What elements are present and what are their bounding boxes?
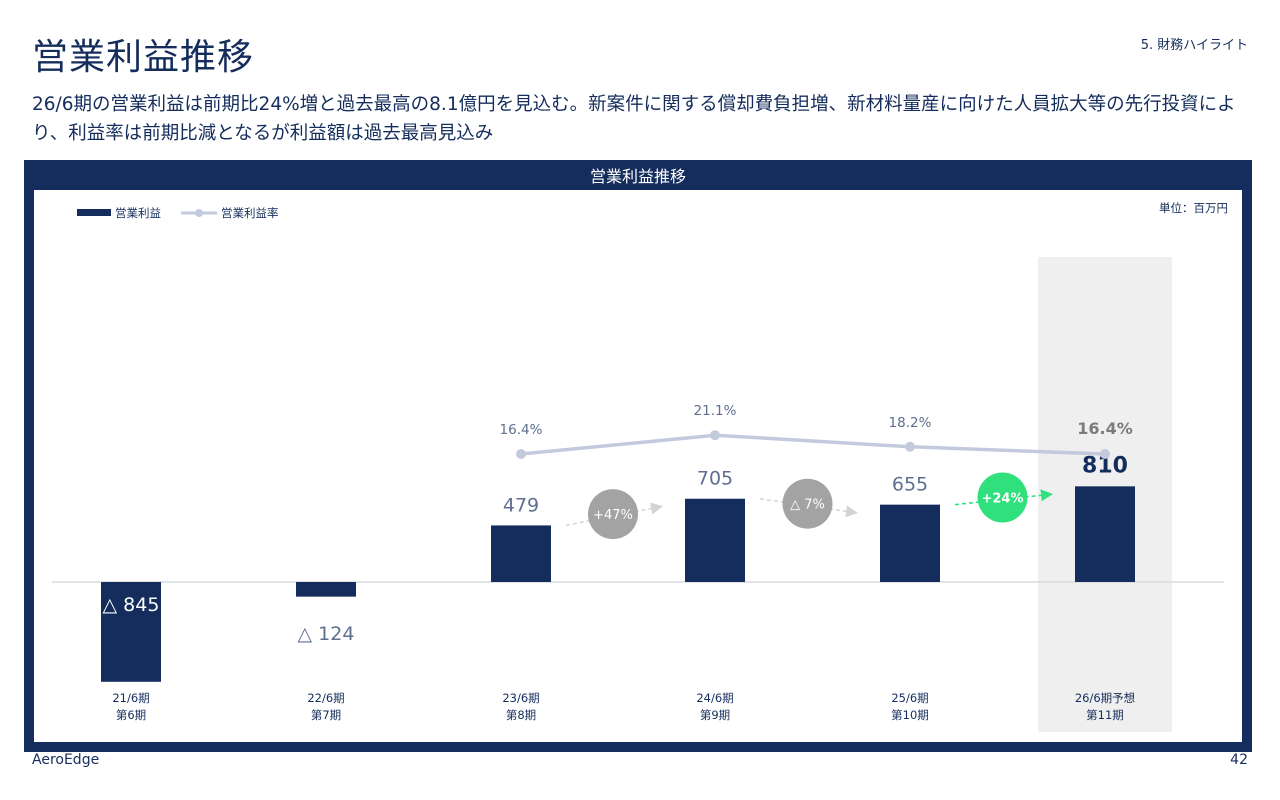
- legend-line-marker: [195, 209, 203, 217]
- category-label: 24/6期: [696, 691, 733, 705]
- bar-value-label: 479: [503, 494, 539, 516]
- margin-point: [1100, 449, 1110, 459]
- summary-text: 26/6期の営業利益は前期比24%増と過去最高の8.1億円を見込む。新案件に関す…: [32, 94, 1236, 144]
- growth-label: +47%: [593, 508, 633, 523]
- category-label: 23/6期: [502, 691, 539, 705]
- growth-bubble: [782, 478, 833, 529]
- legend-label: 営業利益: [115, 206, 161, 220]
- category-sublabel: 第8期: [506, 708, 536, 722]
- margin-label: 16.4%: [500, 422, 543, 438]
- page-number: 42: [1230, 752, 1248, 768]
- bar: [880, 504, 940, 582]
- category-sublabel: 第6期: [116, 708, 146, 722]
- category-label: 25/6期: [891, 691, 928, 705]
- bar-value-label: 655: [892, 474, 928, 496]
- bar: [101, 582, 161, 682]
- bar-value-label: △ 845: [103, 594, 160, 616]
- category-sublabel: 第10期: [891, 708, 929, 722]
- bar: [296, 582, 356, 597]
- unit-label: 単位：百万円: [1159, 201, 1228, 215]
- chart-panel: 営業利益推移 営業利益 営業利益率 単位：百万円 △ 845 △ 124 479 705 65…: [24, 160, 1252, 752]
- category-label: 21/6期: [112, 691, 149, 705]
- bar: [1075, 486, 1135, 582]
- growth-label: +24%: [981, 491, 1023, 506]
- margin-label: 18.2%: [889, 415, 932, 431]
- bar-value-label: 705: [697, 468, 733, 490]
- section-label: 5. 財務ハイライト: [1140, 38, 1248, 53]
- category-sublabel: 第9期: [700, 708, 730, 722]
- margin-point: [710, 430, 720, 441]
- margin-label: 16.4%: [1077, 419, 1133, 438]
- chart-area: 営業利益 営業利益率 単位：百万円 △ 845 △ 124 479 705 655 810 16.…: [34, 190, 1242, 742]
- category-sublabel: 第7期: [311, 708, 341, 722]
- company-name: AeroEdge: [32, 752, 100, 768]
- margin-point: [516, 449, 526, 459]
- growth-arrow: [565, 502, 663, 527]
- category-label: 26/6期予想: [1075, 691, 1135, 705]
- margin-label: 21.1%: [694, 403, 737, 419]
- bar: [685, 498, 745, 582]
- growth-bubble: [977, 472, 1028, 523]
- margin-line: [520, 433, 1106, 456]
- legend-label: 営業利益率: [221, 206, 279, 220]
- bar: [491, 525, 551, 582]
- growth-arrow: [954, 489, 1053, 506]
- category-label: 22/6期: [307, 691, 344, 705]
- growth-arrow: [759, 497, 858, 518]
- margin-point: [905, 441, 915, 452]
- chart-panel-title: 営業利益推移: [589, 167, 686, 186]
- bar-value-label: △ 124: [298, 623, 355, 645]
- growth-bubble: [588, 489, 638, 540]
- growth-label: △ 7%: [790, 498, 825, 513]
- page-title: 営業利益推移: [32, 37, 255, 78]
- category-sublabel: 第11期: [1086, 708, 1124, 722]
- legend-bar-swatch: [77, 209, 111, 216]
